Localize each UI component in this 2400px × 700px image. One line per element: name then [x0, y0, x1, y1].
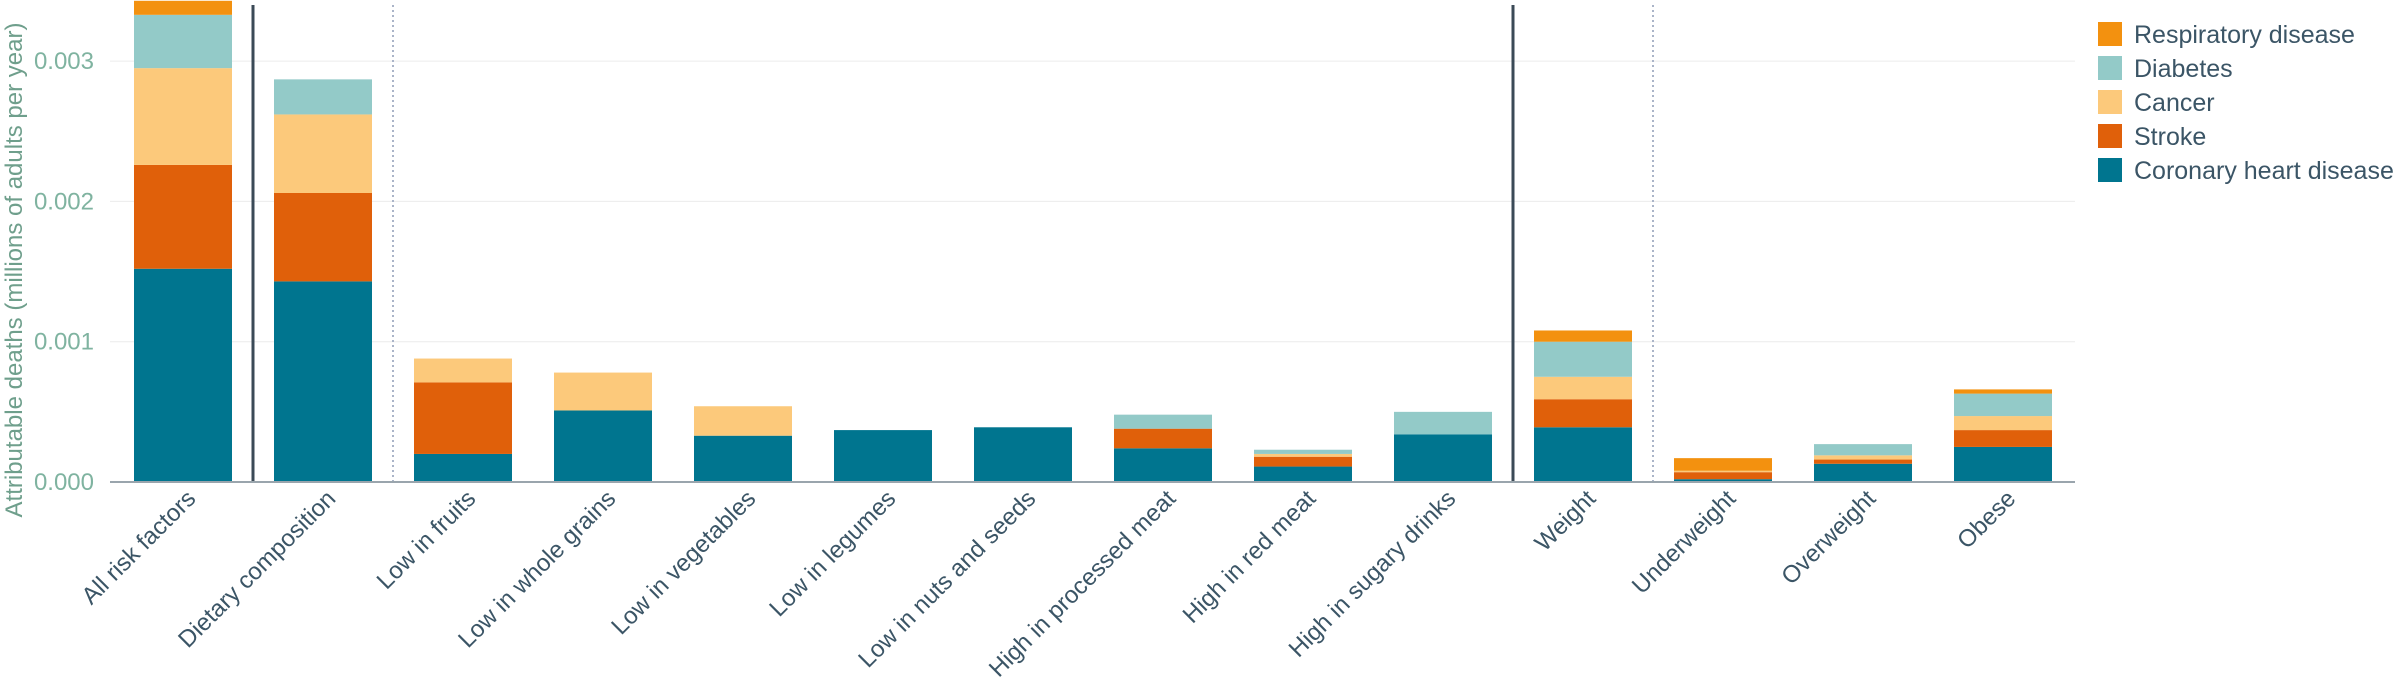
- bar-weight-diabetes: [1534, 341, 1632, 377]
- x-tick-label: Low in fruits: [372, 485, 482, 595]
- y-axis-title: Attributable deaths (millions of adults …: [1, 23, 28, 518]
- legend-label-respiratory-disease: Respiratory disease: [2134, 21, 2355, 49]
- x-tick-label: Obese: [1952, 485, 2021, 554]
- bar-high-in-red-meat-diabetes: [1254, 449, 1352, 454]
- bar-underweight-coronary-heart-disease: [1674, 479, 1772, 482]
- separator-layer: [251, 5, 1654, 482]
- legend-swatch-coronary-heart-disease: [2098, 158, 2122, 182]
- bar-overweight-cancer: [1814, 455, 1912, 460]
- bar-dietary-composition-coronary-heart-disease: [274, 281, 372, 482]
- x-tick-label: Overweight: [1776, 485, 1881, 590]
- bar-high-in-processed-meat-diabetes: [1114, 414, 1212, 429]
- legend-label-stroke: Stroke: [2134, 123, 2206, 151]
- bar-low-in-nuts-and-seeds-coronary-heart-disease: [974, 427, 1072, 482]
- bar-low-in-whole-grains-cancer: [554, 372, 652, 411]
- x-tick-label: Underweight: [1627, 485, 1742, 600]
- bar-dietary-composition-cancer: [274, 114, 372, 193]
- bar-all-risk-factors-coronary-heart-disease: [134, 268, 232, 482]
- bar-high-in-red-meat-cancer: [1254, 453, 1352, 457]
- bar-overweight-coronary-heart-disease: [1814, 463, 1912, 482]
- bar-all-risk-factors-respiratory-disease: [134, 0, 232, 15]
- legend-label-coronary-heart-disease: Coronary heart disease: [2134, 157, 2394, 185]
- y-tick-label: 0.001: [34, 329, 94, 356]
- bar-low-in-vegetables-coronary-heart-disease: [694, 435, 792, 482]
- bar-obese-diabetes: [1954, 393, 2052, 417]
- bar-layer: [134, 0, 2052, 482]
- bar-underweight-stroke: [1674, 472, 1772, 480]
- x-tick-label: All risk factors: [77, 485, 202, 610]
- bar-dietary-composition-diabetes: [274, 79, 372, 115]
- x-tick-label: Dietary composition: [173, 485, 341, 653]
- bar-high-in-red-meat-coronary-heart-disease: [1254, 466, 1352, 482]
- bar-obese-respiratory-disease: [1954, 389, 2052, 394]
- bar-high-in-sugary-drinks-diabetes: [1394, 411, 1492, 435]
- bar-weight-stroke: [1534, 399, 1632, 428]
- legend-swatch-cancer: [2098, 90, 2122, 114]
- bar-weight-respiratory-disease: [1534, 330, 1632, 342]
- bar-low-in-fruits-coronary-heart-disease: [414, 453, 512, 482]
- x-tick-label: Low in whole grains: [453, 485, 621, 653]
- bar-low-in-legumes-coronary-heart-disease: [834, 430, 932, 482]
- bar-obese-cancer: [1954, 416, 2052, 431]
- legend-swatch-stroke: [2098, 124, 2122, 148]
- bar-all-risk-factors-cancer: [134, 68, 232, 165]
- bar-low-in-whole-grains-coronary-heart-disease: [554, 410, 652, 482]
- x-tick-label: Low in legumes: [764, 485, 901, 622]
- bar-high-in-red-meat-stroke: [1254, 456, 1352, 467]
- grid-layer: [110, 60, 2075, 343]
- bar-low-in-vegetables-cancer: [694, 406, 792, 436]
- legend-swatch-respiratory-disease: [2098, 22, 2122, 46]
- legend-label-diabetes: Diabetes: [2134, 55, 2233, 83]
- bar-obese-coronary-heart-disease: [1954, 446, 2052, 482]
- bar-overweight-stroke: [1814, 459, 1912, 464]
- y-tick-label: 0.000: [34, 469, 94, 496]
- legend-label-cancer: Cancer: [2134, 89, 2215, 117]
- x-tick-label: Low in vegetables: [606, 485, 761, 640]
- bar-underweight-cancer: [1674, 470, 1772, 473]
- legend-swatch-diabetes: [2098, 56, 2122, 80]
- bar-obese-stroke: [1954, 430, 2052, 447]
- bar-high-in-processed-meat-coronary-heart-disease: [1114, 448, 1212, 482]
- bar-underweight-respiratory-disease: [1674, 458, 1772, 471]
- bar-high-in-processed-meat-stroke: [1114, 428, 1212, 449]
- bar-overweight-diabetes: [1814, 444, 1912, 456]
- bar-all-risk-factors-diabetes: [134, 14, 232, 69]
- bar-all-risk-factors-stroke: [134, 164, 232, 269]
- bar-dietary-composition-stroke: [274, 192, 372, 282]
- bar-low-in-fruits-stroke: [414, 382, 512, 454]
- x-tick-label: High in red meat: [1178, 485, 1322, 629]
- y-tick-label: 0.002: [34, 188, 94, 215]
- bar-high-in-sugary-drinks-coronary-heart-disease: [1394, 434, 1492, 482]
- bar-weight-coronary-heart-disease: [1534, 427, 1632, 482]
- legend: Respiratory disease Diabetes Cancer Stroke C…: [2098, 21, 2394, 185]
- bar-low-in-fruits-cancer: [414, 358, 512, 383]
- bar-weight-cancer: [1534, 376, 1632, 400]
- x-tick-label: Weight: [1530, 485, 1602, 557]
- y-tick-layer: 0.000 0.001 0.002 0.003: [34, 48, 94, 496]
- y-tick-label: 0.003: [34, 48, 94, 75]
